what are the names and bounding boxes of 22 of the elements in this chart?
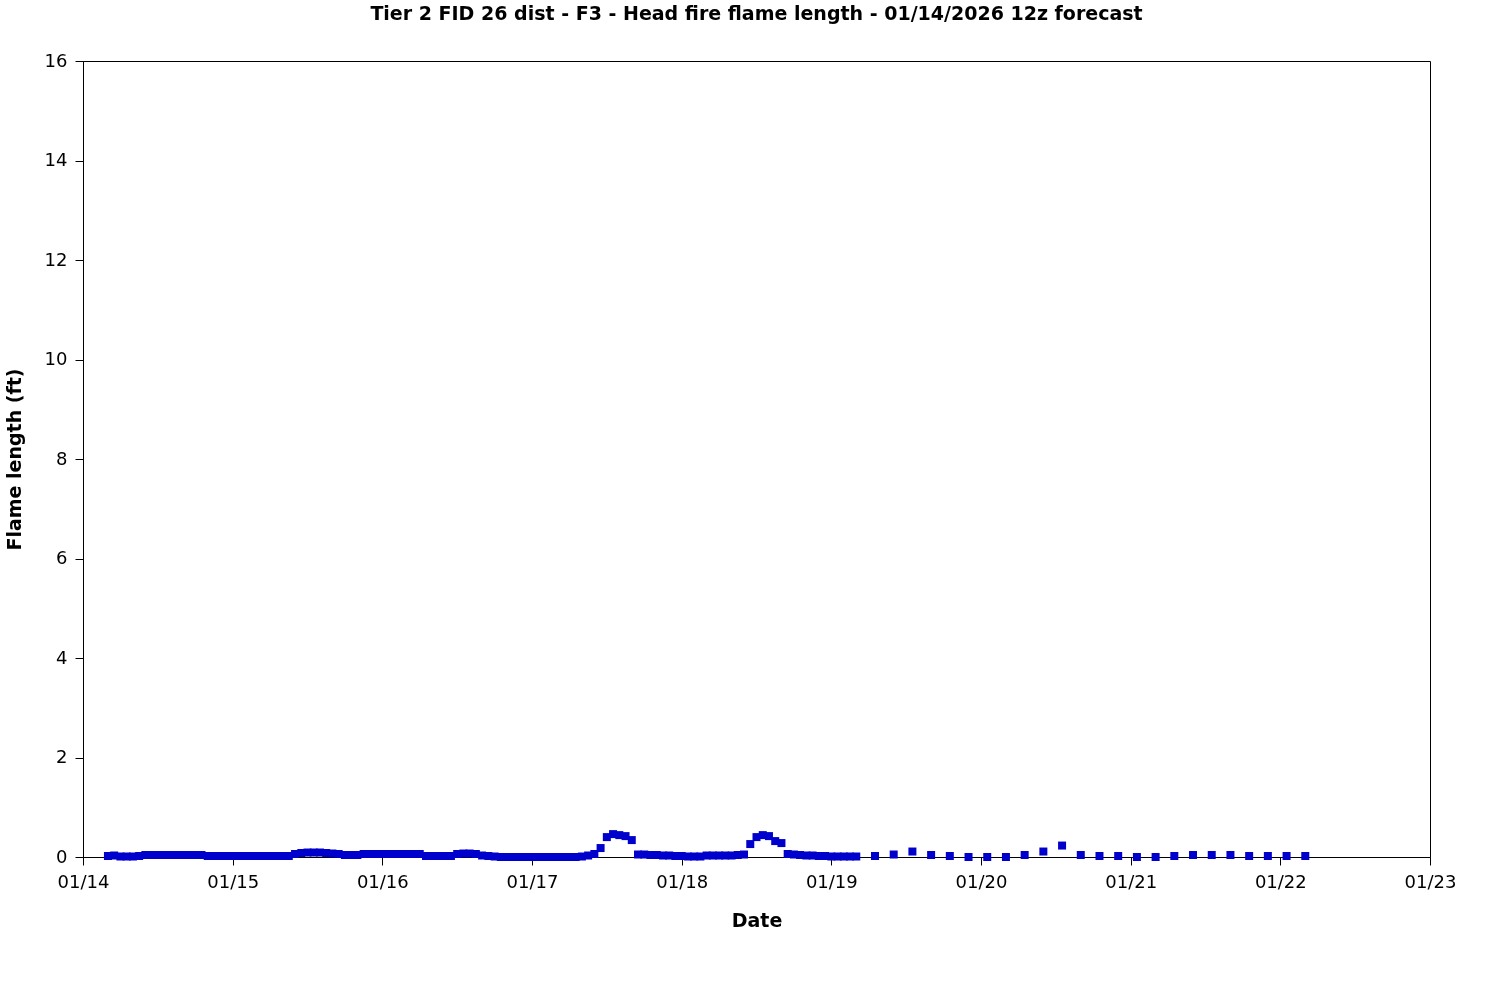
y-axis-title: Flame length (ft): [2, 368, 25, 551]
x-tick-label: 01/17: [506, 870, 559, 892]
y-tick-label: 6: [56, 547, 68, 568]
x-tick-label: 01/14: [57, 870, 110, 892]
x-tick-label: 01/21: [1105, 870, 1158, 892]
x-tick-label: 01/18: [656, 870, 709, 892]
y-tick-label: 4: [56, 646, 68, 668]
x-tick-label: 01/20: [955, 870, 1008, 892]
y-tick-label: 10: [44, 348, 68, 369]
y-tick-label: 8: [56, 447, 68, 469]
y-tick-label: 12: [44, 248, 68, 270]
y-tick-label: 16: [44, 49, 68, 71]
x-tick-label: 01/19: [805, 870, 858, 892]
x-tick-label: 01/15: [207, 870, 260, 892]
chart-title: Tier 2 FID 26 dist - F3 - Head fire flame length - 01/14/2026 12z forecast: [370, 2, 1143, 24]
y-tick-label: 2: [56, 746, 68, 767]
x-tick-label: 01/16: [356, 870, 409, 892]
x-tick-label: 01/22: [1254, 870, 1307, 892]
y-tick-label: 14: [44, 149, 68, 170]
y-tick-label: 0: [56, 845, 68, 867]
x-axis-title: Date: [731, 908, 783, 931]
x-tick-label: 01/23: [1404, 870, 1457, 892]
